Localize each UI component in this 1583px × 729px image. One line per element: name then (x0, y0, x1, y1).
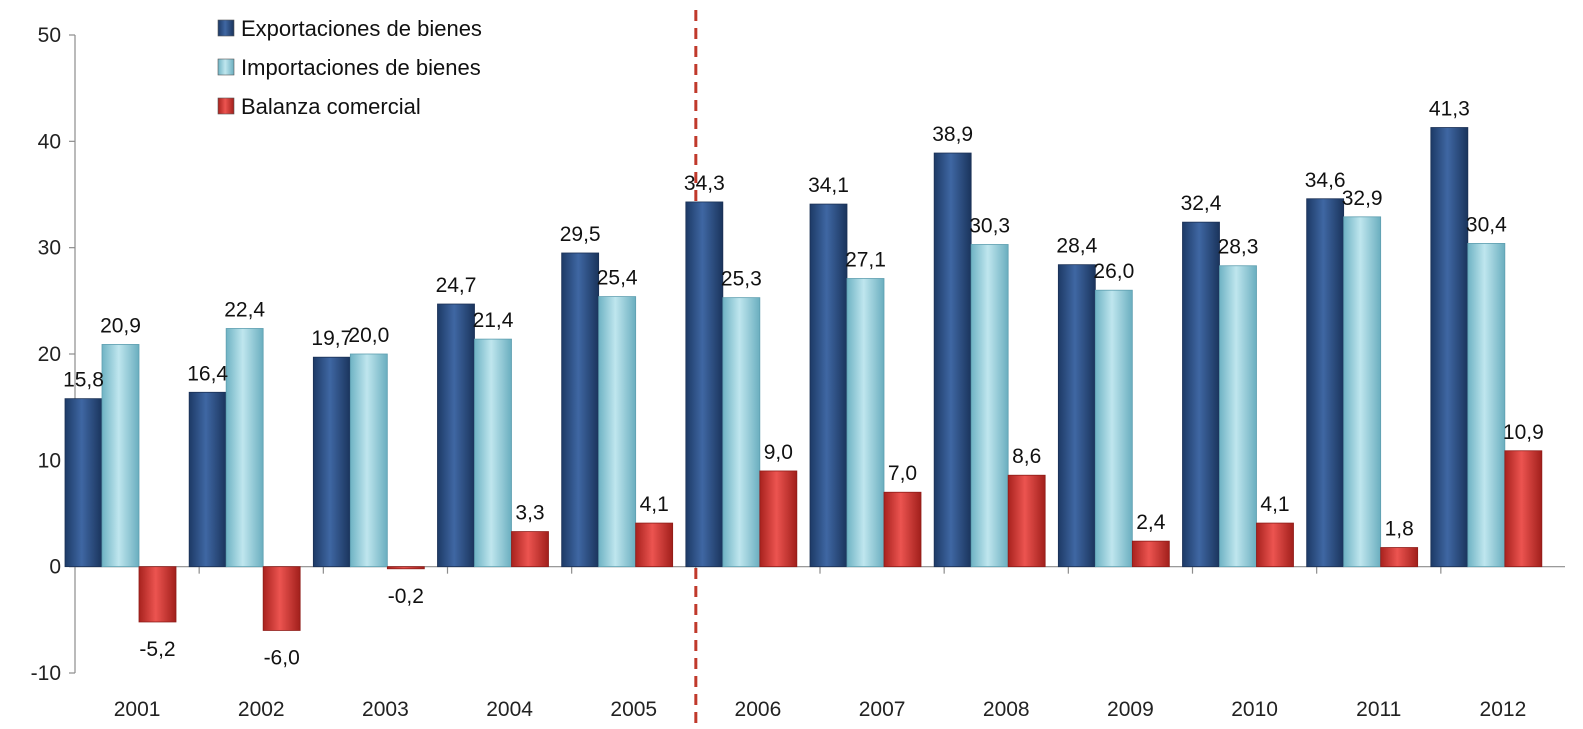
legend-swatch-imports (217, 58, 235, 76)
legend-swatch-exports (217, 19, 235, 37)
data-label-exports: 28,4 (1056, 235, 1097, 258)
bar-imports (474, 338, 512, 568)
legend-label-exports: Exportaciones de bienes (241, 16, 482, 41)
y-tick-label: 30 (38, 237, 61, 260)
data-label-imports: 26,0 (1093, 260, 1134, 283)
bar-balance (1007, 474, 1046, 568)
data-label-imports: 32,9 (1342, 187, 1383, 210)
bar-balance (759, 470, 798, 568)
x-tick-label: 2006 (735, 698, 782, 721)
bar-balance (1131, 540, 1170, 568)
bar-imports (1094, 289, 1133, 568)
bar-imports (722, 297, 761, 568)
x-tick-label: 2012 (1480, 698, 1527, 721)
bar-balance (1256, 522, 1294, 568)
data-label-balance: -5,2 (139, 638, 175, 661)
legend-label-balance: Balanza comercial (241, 94, 421, 119)
data-label-exports: 34,3 (684, 172, 725, 195)
bar-imports (225, 328, 264, 568)
data-label-imports: 25,4 (597, 267, 638, 290)
data-label-exports: 34,6 (1305, 169, 1346, 192)
bar-balance (511, 531, 549, 568)
data-label-imports: 30,4 (1466, 213, 1507, 236)
legend-label-imports: Importaciones de bienes (241, 55, 481, 80)
y-tick-label: 0 (49, 556, 61, 579)
data-label-imports: 28,3 (1218, 236, 1259, 259)
x-tick-label: 2011 (1356, 698, 1401, 721)
y-tick-label: -10 (31, 662, 61, 685)
data-label-imports: 25,3 (721, 268, 762, 291)
data-label-exports: 15,8 (63, 369, 104, 392)
bar-balance (635, 522, 674, 568)
bar-imports (970, 244, 1009, 568)
data-label-balance: 10,9 (1503, 421, 1544, 444)
bar-exports (1306, 198, 1345, 568)
y-tick-label: 40 (38, 130, 61, 153)
bar-exports (437, 303, 475, 568)
bar-exports (1182, 221, 1220, 568)
bar-exports (188, 391, 227, 568)
bar-exports (1430, 127, 1469, 568)
data-label-exports: 34,1 (808, 174, 849, 197)
data-label-exports: 38,9 (932, 123, 973, 146)
data-label-imports: 21,4 (473, 309, 514, 332)
x-tick-label: 2007 (859, 698, 906, 721)
data-label-balance: 7,0 (888, 462, 917, 485)
bar-balance (1504, 450, 1543, 568)
bar-exports (809, 203, 848, 568)
data-label-exports: 32,4 (1181, 192, 1222, 215)
data-label-exports: 16,4 (187, 362, 228, 385)
data-label-balance: 8,6 (1012, 445, 1041, 468)
x-tick-label: 2009 (1107, 698, 1154, 721)
data-label-exports: 41,3 (1429, 98, 1470, 121)
data-label-balance: 9,0 (764, 441, 793, 464)
bar-exports (1057, 264, 1096, 568)
bar-exports (685, 201, 724, 568)
data-label-balance: 4,1 (640, 493, 669, 516)
x-tick-label: 2001 (114, 698, 161, 721)
bar-imports (1219, 265, 1257, 568)
bar-exports (64, 398, 103, 568)
y-tick-label: 20 (38, 343, 61, 366)
bar-imports (846, 278, 885, 568)
y-tick-label: 10 (38, 449, 61, 472)
bar-imports (1467, 243, 1506, 568)
bar-imports (598, 296, 637, 568)
x-tick-label: 2010 (1231, 698, 1278, 721)
bar-imports (101, 344, 140, 568)
bar-imports (1343, 216, 1382, 568)
data-label-exports: 24,7 (436, 274, 477, 297)
bar-balance (262, 566, 301, 631)
x-tick-label: 2004 (486, 698, 533, 721)
data-label-exports: 29,5 (560, 223, 601, 246)
bar-balance (386, 566, 425, 570)
data-label-balance: -0,2 (388, 585, 424, 608)
data-label-imports: 20,9 (100, 314, 141, 337)
data-label-imports: 27,1 (845, 249, 886, 272)
bar-exports (312, 356, 351, 568)
bar-exports (561, 252, 600, 568)
x-tick-label: 2002 (238, 698, 285, 721)
data-label-imports: 30,3 (969, 214, 1010, 237)
data-label-balance: -6,0 (264, 646, 300, 669)
bar-balance (138, 566, 177, 623)
bar-imports (349, 353, 388, 568)
bar-balance (883, 491, 922, 568)
x-tick-label: 2008 (983, 698, 1030, 721)
data-label-imports: 20,0 (348, 324, 389, 347)
legend-swatch-balance (217, 97, 235, 115)
data-label-balance: 1,8 (1385, 518, 1414, 541)
data-label-imports: 22,4 (224, 298, 265, 321)
data-label-balance: 2,4 (1136, 511, 1166, 534)
y-tick-label: 50 (38, 24, 61, 47)
bar-exports (933, 152, 972, 568)
x-tick-label: 2003 (362, 698, 409, 721)
data-label-balance: 3,3 (515, 502, 544, 525)
data-label-balance: 4,1 (1260, 493, 1289, 516)
bar-balance (1380, 547, 1419, 568)
x-tick-label: 2005 (610, 698, 657, 721)
data-label-exports: 19,7 (311, 327, 352, 350)
